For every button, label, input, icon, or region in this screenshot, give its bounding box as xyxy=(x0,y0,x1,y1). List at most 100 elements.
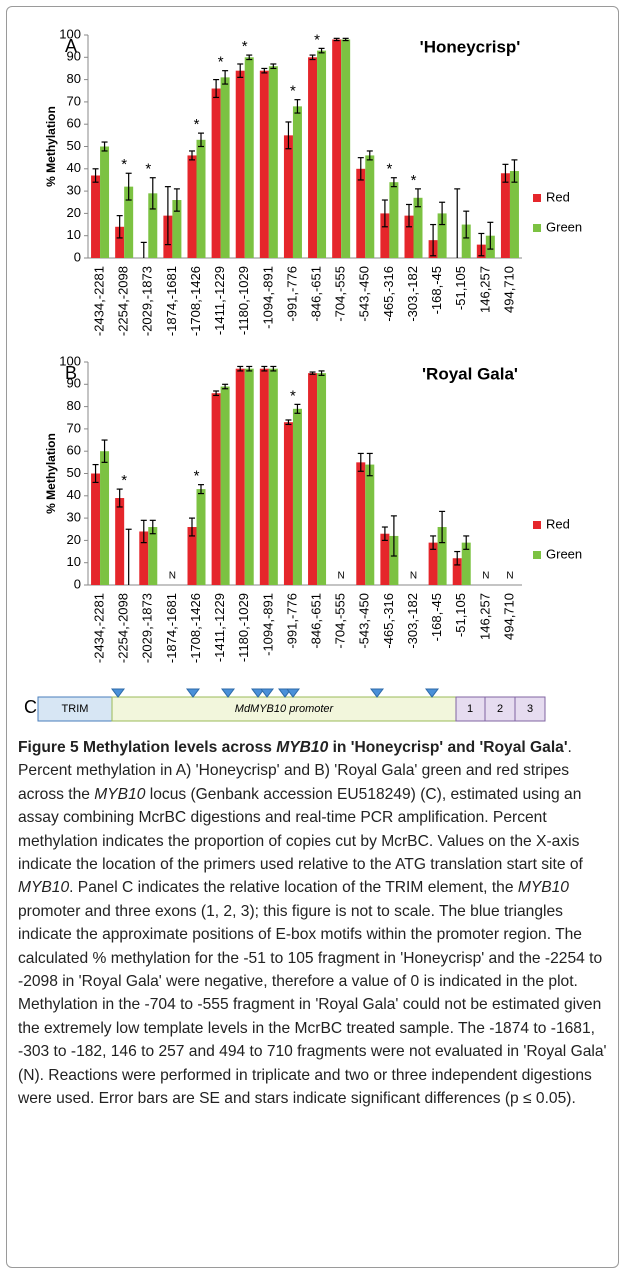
bar xyxy=(356,462,366,585)
error-bar xyxy=(406,203,412,228)
error-bar xyxy=(164,186,171,246)
legend-label: Red xyxy=(546,189,570,204)
error-bar xyxy=(463,535,470,550)
category-note: N xyxy=(169,571,176,582)
x-tick-label: -1094,-891 xyxy=(260,266,275,329)
x-tick-label: 146,257 xyxy=(477,593,492,640)
error-bar xyxy=(454,188,461,258)
caption-run: . Percent methylation in A) 'Honeycrisp'… xyxy=(18,739,572,803)
panel-label: C xyxy=(24,697,37,717)
legend-label: Green xyxy=(546,546,582,561)
bar xyxy=(220,386,230,585)
bar xyxy=(115,498,125,585)
error-bar xyxy=(149,519,156,535)
significance-star: * xyxy=(121,156,127,173)
error-bar xyxy=(237,365,244,372)
legend-label: Red xyxy=(546,516,570,531)
bar xyxy=(172,200,182,258)
y-axis-title: % Methylation xyxy=(44,433,58,514)
error-bar xyxy=(285,419,292,426)
legend-swatch xyxy=(533,194,541,202)
bar xyxy=(211,88,221,259)
bar xyxy=(211,393,221,585)
y-tick-label: 100 xyxy=(59,26,81,41)
bar xyxy=(148,527,158,585)
panel-c: C TRIM MdMYB10 promoter 1 2 3 xyxy=(24,688,546,722)
error-bar xyxy=(439,201,446,226)
error-bar xyxy=(357,157,364,181)
error-bar xyxy=(511,159,518,183)
error-bar xyxy=(140,241,147,258)
error-bar xyxy=(140,519,147,544)
bar xyxy=(413,197,423,258)
error-bar xyxy=(213,390,220,397)
bar xyxy=(283,422,293,585)
y-tick-label: 100 xyxy=(59,353,81,368)
error-bar xyxy=(222,383,229,390)
bar xyxy=(380,213,390,258)
y-tick-label: 90 xyxy=(67,376,81,391)
x-tick-label: -2029,-1873 xyxy=(140,593,155,663)
bar xyxy=(244,57,254,258)
x-tick-label: -846,-651 xyxy=(308,593,323,649)
x-tick-label: -465,-316 xyxy=(381,266,396,322)
e-box-motifs xyxy=(111,688,439,698)
bar xyxy=(283,135,293,258)
x-tick-label: -991,-776 xyxy=(284,593,299,649)
chart-title: 'Royal Gala' xyxy=(422,364,518,383)
box-label: 1 xyxy=(467,703,473,715)
x-tick-label: -1180,-1029 xyxy=(236,266,251,335)
y-tick-label: 10 xyxy=(67,554,81,569)
y-axis-title: % Methylation xyxy=(44,106,58,187)
y-tick-label: 60 xyxy=(67,116,81,131)
bar xyxy=(187,527,197,585)
error-bar xyxy=(478,232,485,257)
figure-frame xyxy=(6,6,619,1268)
bar xyxy=(196,489,206,585)
error-bar xyxy=(270,365,277,372)
error-bar xyxy=(381,526,388,542)
error-bar xyxy=(309,54,316,61)
error-bar xyxy=(149,177,156,210)
bar xyxy=(100,451,110,585)
error-bar xyxy=(261,67,268,74)
y-tick-label: 50 xyxy=(67,138,81,153)
error-bar xyxy=(390,515,397,557)
significance-star: * xyxy=(290,387,296,404)
bar-chart: B 'Royal Gala' % Methylation 0 10 20 30 40 50 60 7… xyxy=(44,353,582,663)
chart-title: 'Honeycrisp' xyxy=(420,37,521,56)
error-bar xyxy=(173,188,180,212)
y-tick-label: 0 xyxy=(74,249,81,264)
significance-star: * xyxy=(290,83,296,100)
significance-star: * xyxy=(194,116,200,133)
error-bar xyxy=(381,199,388,228)
error-bar xyxy=(116,215,123,239)
bar xyxy=(196,139,206,258)
bar xyxy=(139,531,149,585)
error-bar xyxy=(101,439,108,463)
category-note: N xyxy=(338,571,345,582)
bar xyxy=(356,168,366,258)
y-tick-label: 30 xyxy=(67,183,81,198)
exon-box xyxy=(514,696,546,722)
bar xyxy=(235,368,245,585)
bar xyxy=(187,155,197,258)
error-bar xyxy=(430,535,437,550)
bar xyxy=(268,66,278,258)
caption-run: MYB10 xyxy=(276,739,329,756)
y-tick-label: 50 xyxy=(67,465,81,480)
error-bar xyxy=(357,452,364,472)
significance-star: * xyxy=(121,472,127,489)
bar xyxy=(404,215,414,258)
x-tick-label: -1180,-1029 xyxy=(236,593,251,662)
error-bar xyxy=(430,223,437,257)
bar xyxy=(389,182,399,258)
y-tick-label: 20 xyxy=(67,205,81,220)
significance-star: * xyxy=(145,161,151,178)
significance-star: * xyxy=(411,172,417,189)
y-tick-label: 40 xyxy=(67,487,81,502)
bar xyxy=(292,106,302,258)
y-tick-label: 10 xyxy=(67,227,81,242)
bar xyxy=(91,175,101,258)
bar xyxy=(365,155,375,258)
